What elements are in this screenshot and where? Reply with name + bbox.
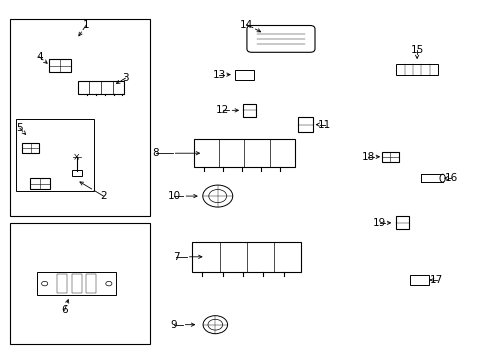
Bar xyxy=(86,274,96,293)
Bar xyxy=(37,273,116,295)
Text: 6: 6 xyxy=(61,305,68,315)
Bar xyxy=(235,70,253,80)
Text: 9: 9 xyxy=(170,320,177,330)
Bar xyxy=(10,19,149,216)
Bar xyxy=(395,216,408,229)
Text: 10: 10 xyxy=(167,191,180,201)
Text: 8: 8 xyxy=(152,148,159,158)
Bar xyxy=(381,152,398,162)
Text: 11: 11 xyxy=(318,120,331,130)
Bar xyxy=(72,274,81,293)
Text: 7: 7 xyxy=(173,252,180,262)
Text: 18: 18 xyxy=(361,152,374,162)
Text: 5: 5 xyxy=(17,123,23,133)
Bar xyxy=(78,81,124,94)
Bar xyxy=(49,59,71,72)
Text: 16: 16 xyxy=(444,173,457,183)
Text: 4: 4 xyxy=(36,52,42,62)
Text: 12: 12 xyxy=(216,105,229,115)
Bar xyxy=(22,143,39,153)
Text: 19: 19 xyxy=(372,218,386,228)
Bar xyxy=(72,170,81,176)
Text: 13: 13 xyxy=(212,69,225,80)
Text: 15: 15 xyxy=(409,45,423,55)
Text: 2: 2 xyxy=(100,191,106,201)
Text: 17: 17 xyxy=(429,275,442,285)
Text: 1: 1 xyxy=(83,19,90,30)
Bar xyxy=(192,242,301,272)
Bar xyxy=(194,139,294,167)
Bar xyxy=(10,223,149,344)
Bar xyxy=(396,64,437,75)
Bar xyxy=(409,275,428,285)
Bar xyxy=(57,274,67,293)
Bar xyxy=(243,104,255,117)
Bar xyxy=(16,119,94,191)
Bar xyxy=(30,178,50,189)
Bar xyxy=(297,117,312,132)
Text: 14: 14 xyxy=(240,19,253,30)
Text: 3: 3 xyxy=(122,73,128,83)
